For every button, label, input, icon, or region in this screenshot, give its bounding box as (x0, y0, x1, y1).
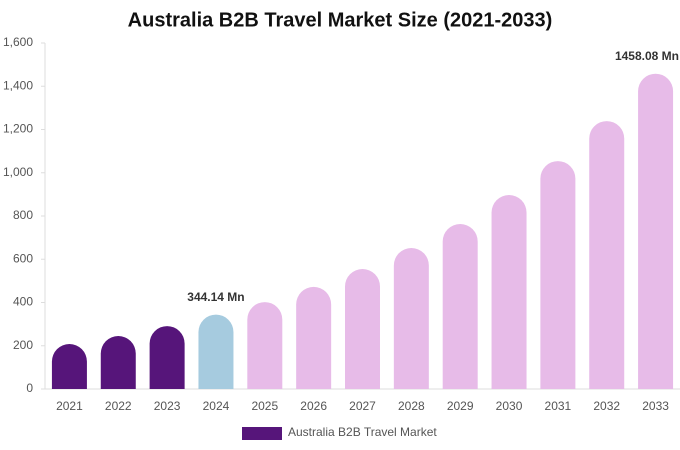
bar (393, 248, 429, 389)
bar (442, 224, 478, 389)
x-tick-label: 2021 (56, 399, 83, 413)
y-tick-label: 1,200 (3, 122, 33, 136)
y-tick-label: 0 (26, 381, 33, 395)
y-tick-label: 1,400 (3, 78, 33, 92)
x-tick-label: 2024 (203, 399, 230, 413)
x-tick-label: 2031 (545, 399, 572, 413)
bar (149, 326, 185, 389)
y-tick-label: 600 (13, 251, 33, 265)
x-tick-label: 2023 (154, 399, 181, 413)
x-tick-label: 2025 (251, 399, 278, 413)
x-tick-label: 2033 (642, 399, 669, 413)
bar (51, 344, 87, 389)
y-tick-label: 1,000 (3, 165, 33, 179)
y-tick-label: 1,600 (3, 35, 33, 49)
data-label: 344.14 Mn (187, 290, 244, 304)
y-tick-label: 800 (13, 208, 33, 222)
bar (589, 121, 625, 389)
bar (491, 195, 527, 389)
chart-title: Australia B2B Travel Market Size (2021-2… (128, 9, 553, 31)
x-tick-label: 2030 (496, 399, 523, 413)
x-tick-label: 2029 (447, 399, 474, 413)
bar (638, 73, 674, 390)
x-tick-label: 2026 (300, 399, 327, 413)
x-tick-label: 2022 (105, 399, 132, 413)
bar (345, 268, 380, 389)
bar (198, 314, 234, 389)
bar (296, 286, 332, 389)
x-tick-label: 2032 (593, 399, 620, 413)
x-tick-label: 2027 (349, 399, 376, 413)
bar (247, 302, 283, 389)
bar (100, 336, 136, 389)
y-tick-label: 400 (13, 295, 33, 309)
x-tick-label: 2028 (398, 399, 425, 413)
y-tick-label: 200 (13, 338, 33, 352)
data-label: 1458.08 Mn (615, 49, 679, 63)
legend-label: Australia B2B Travel Market (288, 425, 437, 439)
bar (540, 161, 576, 389)
legend-swatch (242, 427, 282, 440)
